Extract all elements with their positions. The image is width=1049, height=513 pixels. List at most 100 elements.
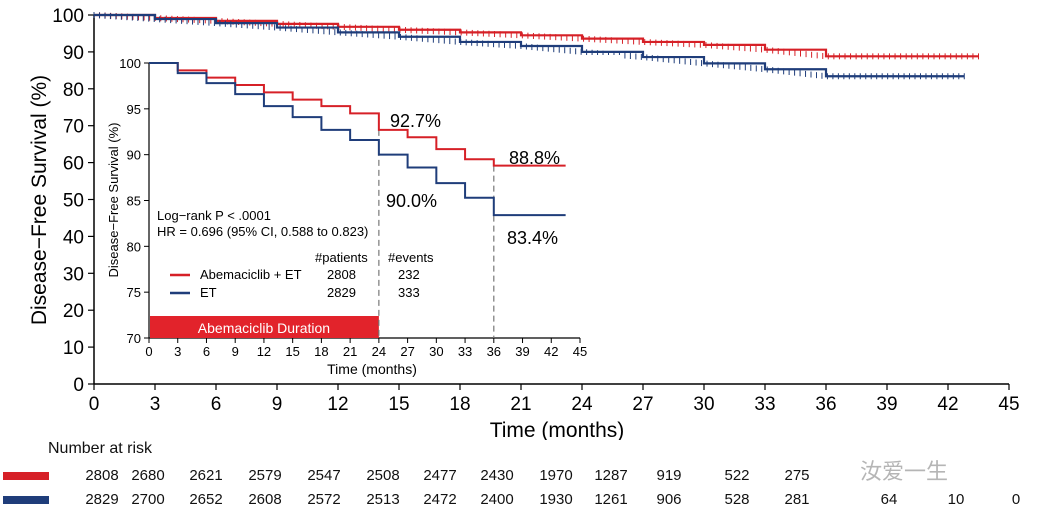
risk-cell: 2547 (307, 467, 341, 484)
inset-y-tick-label: 70 (127, 331, 141, 346)
risk-cell: 906 (656, 491, 682, 508)
inset-x-tick-label: 0 (145, 344, 152, 359)
main-y-axis-label: Disease−Free Survival (%) (28, 75, 51, 325)
risk-cell: 2430 (480, 467, 514, 484)
main-y-tick-label: 20 (63, 301, 84, 322)
inset-x-tick-label: 12 (257, 344, 271, 359)
risk-cell: 1287 (594, 467, 628, 484)
risk-cell: 522 (724, 467, 750, 484)
inset-et-curve (149, 62, 566, 217)
main-x-tick-label: 0 (89, 394, 100, 415)
legend-events: 232 (398, 267, 420, 282)
inset-x-tick-label: 30 (429, 344, 443, 359)
risk-table-title: Number at risk (48, 440, 153, 457)
inset-abemaciclib-curve (149, 62, 566, 167)
inset-x-tick-label: 18 (314, 344, 328, 359)
risk-cell: 1261 (594, 491, 628, 508)
inset-x-tick-label: 3 (174, 344, 181, 359)
main-x-tick-label: 6 (211, 394, 222, 415)
main-y-tick-label: 0 (73, 375, 84, 396)
main-abemaciclib-curve (94, 13, 979, 58)
main-x-tick-label: 45 (998, 394, 1019, 415)
main-x-tick-label: 42 (937, 394, 958, 415)
main-y-tick-label: 60 (63, 154, 84, 175)
inset-x-tick-label: 42 (544, 344, 558, 359)
inset-x-tick-label: 9 (232, 344, 239, 359)
legend-label: ET (200, 285, 217, 300)
abemaciclib-duration-bar (150, 316, 379, 338)
risk-row-swatch (3, 496, 49, 504)
main-y-tick-label: 10 (63, 338, 84, 359)
risk-cell: 2472 (423, 491, 457, 508)
risk-cell: 2829 (85, 491, 119, 508)
risk-cell: 2572 (307, 491, 341, 508)
risk-cell: 0 (1011, 491, 1021, 508)
watermark: 汝爱一生 (860, 460, 949, 485)
risk-cell: 2608 (248, 491, 282, 508)
inset-x-tick-label: 24 (372, 344, 386, 359)
risk-cell: 1930 (539, 491, 573, 508)
risk-cell: 275 (784, 467, 810, 484)
risk-cell: 2513 (366, 491, 400, 508)
risk-cell: 2652 (189, 491, 223, 508)
risk-cell: 528 (724, 491, 750, 508)
abemaciclib-duration-label: Abemaciclib Duration (198, 320, 330, 336)
main-x-tick-label: 15 (388, 394, 409, 415)
risk-cell: 2621 (189, 467, 223, 484)
inset-x-tick-label: 45 (573, 344, 587, 359)
inset-x-tick-label: 6 (203, 344, 210, 359)
risk-cell: 919 (656, 467, 682, 484)
abemaciclib-24-month-rate: 92.7% (390, 111, 441, 131)
patients-column-header: #patients (315, 250, 368, 265)
main-x-tick-label: 21 (510, 394, 531, 415)
risk-cell: 64 (880, 491, 898, 508)
inset-y-tick-label: 90 (127, 148, 141, 163)
inset-x-tick-label: 36 (487, 344, 501, 359)
main-x-tick-label: 3 (150, 394, 161, 415)
main-y-tick-label: 100 (52, 6, 84, 27)
main-x-tick-label: 12 (327, 394, 348, 415)
inset-background (150, 55, 620, 340)
legend-patients: 2808 (327, 267, 356, 282)
main-y-tick-label: 70 (63, 117, 84, 138)
inset-y-axis-label: Disease−Free Survival (%) (106, 123, 121, 278)
risk-cell: 2508 (366, 467, 400, 484)
risk-cell: 2700 (131, 491, 165, 508)
main-y-tick-label: 80 (63, 80, 84, 101)
risk-cell: 2400 (480, 491, 514, 508)
main-x-tick-label: 9 (272, 394, 283, 415)
main-x-tick-label: 39 (876, 394, 897, 415)
main-x-tick-label: 36 (815, 394, 836, 415)
risk-cell: 2808 (85, 467, 119, 484)
main-y-tick-label: 50 (63, 191, 84, 212)
risk-cell: 2579 (248, 467, 282, 484)
inset-y-tick-label: 80 (127, 239, 141, 254)
inset-x-tick-label: 15 (285, 344, 299, 359)
risk-cell: 10 (947, 491, 965, 508)
risk-row-swatch (3, 472, 49, 480)
inset-x-tick-label: 21 (343, 344, 357, 359)
risk-cell: 281 (784, 491, 810, 508)
inset-y-tick-label: 95 (127, 102, 141, 117)
logrank-pvalue: Log−rank P < .0001 (157, 208, 271, 223)
legend-label: Abemaciclib + ET (200, 267, 302, 282)
et-36-month-rate: 83.4% (507, 228, 558, 248)
main-y-tick-label: 90 (63, 43, 84, 64)
risk-cell: 1970 (539, 467, 573, 484)
legend-events: 333 (398, 285, 420, 300)
inset-x-tick-label: 27 (400, 344, 414, 359)
main-x-tick-label: 24 (571, 394, 593, 415)
risk-cell: 2477 (423, 467, 457, 484)
events-column-header: #events (388, 250, 434, 265)
abemaciclib-36-month-rate: 88.8% (509, 148, 560, 168)
main-y-tick-label: 30 (63, 264, 84, 285)
risk-table: Number at risk 汝爱一生 2808 2680 2621 2579 2547… (0, 440, 1049, 513)
inset-x-axis-label: Time (months) (327, 361, 417, 377)
inset-x-tick-label: 39 (515, 344, 529, 359)
inset-x-tick-label: 33 (458, 344, 472, 359)
main-y-tick-label: 40 (63, 227, 84, 248)
inset-y-tick-label: 75 (127, 285, 141, 300)
